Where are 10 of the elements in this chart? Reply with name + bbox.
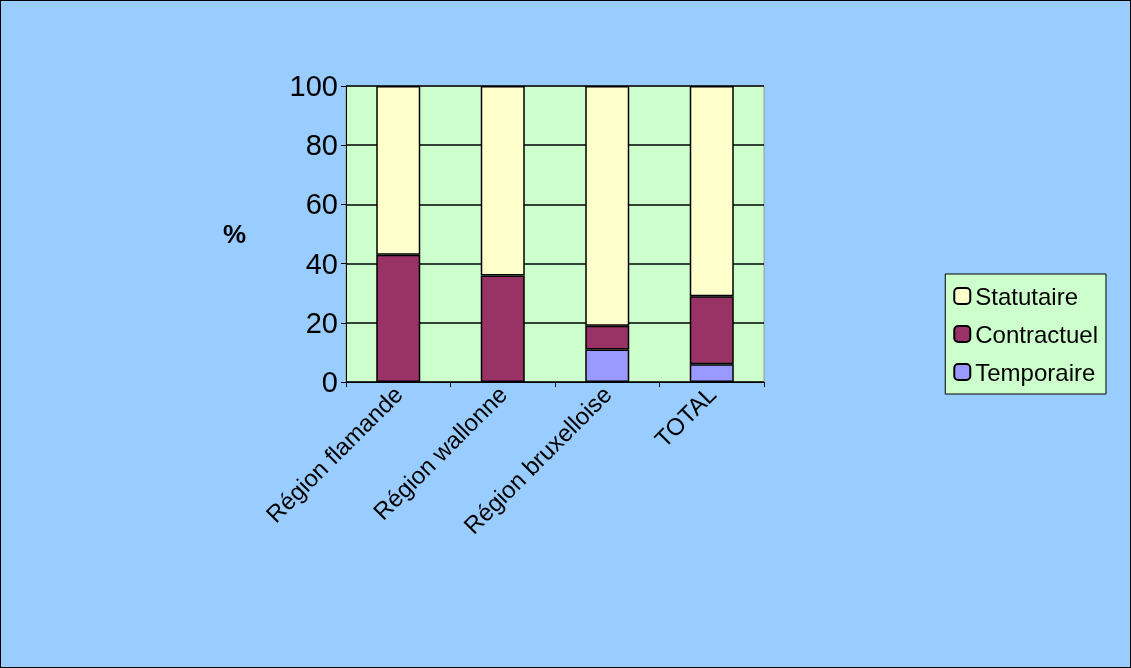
- y-axis-title: %: [222, 219, 246, 249]
- y-tick-label: 20: [305, 306, 338, 339]
- y-tick-label: 40: [305, 247, 338, 280]
- y-tick-label: 80: [305, 129, 338, 162]
- legend-label: Statutaire: [975, 282, 1078, 310]
- legend-label: Contractuel: [975, 320, 1098, 348]
- legend-label: Temporaire: [975, 358, 1096, 386]
- y-tick-label: 60: [305, 188, 338, 221]
- y-tick-label: 100: [289, 70, 338, 102]
- y-tick-label: 0: [321, 366, 338, 398]
